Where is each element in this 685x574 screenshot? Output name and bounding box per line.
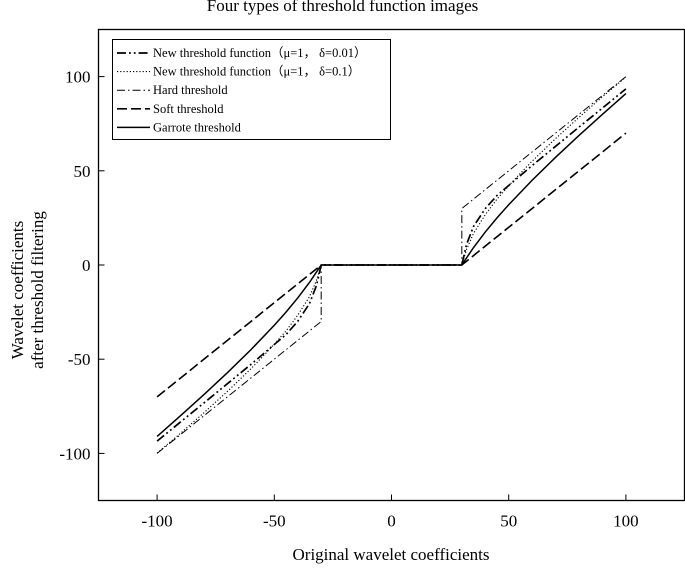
y-tick-label: 0	[82, 256, 91, 275]
legend-label-1: New threshold function（μ=1， δ=0.01）	[153, 46, 366, 60]
y-axis-label-line-2: after threshold filtering	[28, 211, 47, 369]
series-line-5	[156, 92, 627, 438]
chart-title: Four types of threshold function images	[206, 0, 479, 15]
x-tick-label: -50	[263, 512, 286, 531]
axis-ticks: -100 -50 0 50 100 -100 -50 0 50 100	[59, 68, 638, 531]
x-axis-label: Original wavelet coefficients	[292, 545, 490, 564]
x-tick-label: 50	[500, 512, 517, 531]
legend-label-3: Hard threshold	[153, 83, 228, 97]
series-lines	[156, 76, 627, 454]
legend-label-2: New threshold function（μ=1， δ=0.1）	[153, 65, 360, 79]
x-tick-label: -100	[142, 512, 173, 531]
legend-box	[112, 39, 391, 140]
legend: New threshold function（μ=1， δ=0.01） New t…	[112, 39, 391, 140]
x-tick-label: 0	[387, 512, 396, 531]
x-tick-label: 100	[613, 512, 639, 531]
legend-label-4: Soft threshold	[153, 102, 224, 116]
y-tick-label: -50	[68, 350, 91, 369]
y-tick-label: 50	[74, 162, 91, 181]
y-axis-label-line-1: Wavelet coefficients	[8, 220, 27, 360]
legend-label-5: Garrote threshold	[153, 120, 242, 134]
y-tick-label: -100	[59, 444, 90, 463]
y-tick-label: 100	[65, 68, 91, 87]
y-axis-label: Wavelet coefficients after threshold fil…	[8, 90, 48, 490]
